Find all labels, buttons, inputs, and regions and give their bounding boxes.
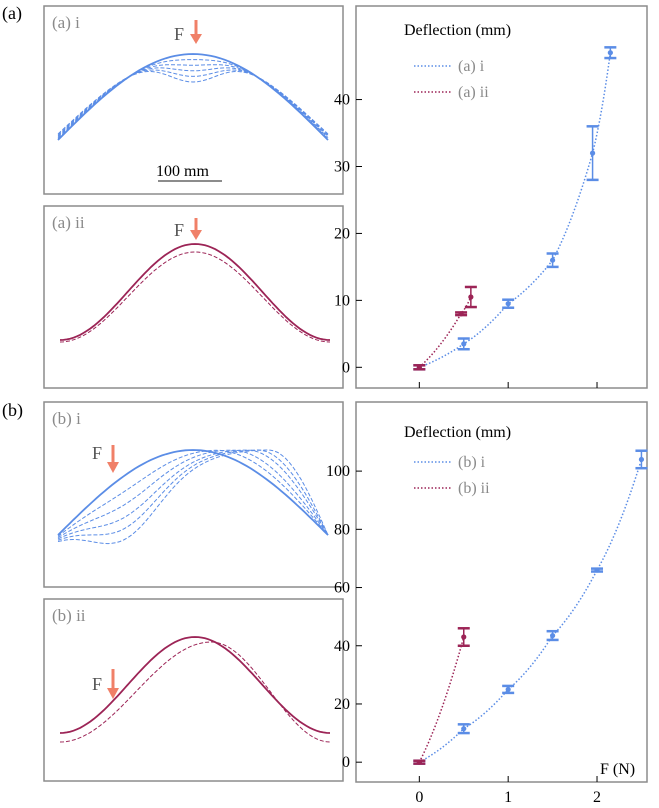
force-label-b-i: F [92, 443, 102, 463]
y-tick-label: 100 [326, 463, 350, 480]
data-point [607, 50, 613, 56]
y-tick-label: 20 [334, 696, 350, 713]
y-tick-label: 20 [334, 225, 350, 242]
beam-shapes-a-ii [59, 243, 331, 343]
chart-frame [355, 5, 648, 389]
beam-shape-curve [59, 636, 331, 734]
y-tick-labels: 0 10 20 30 40 [334, 92, 598, 388]
beam-shape-curve [57, 449, 329, 540]
force-arrow-icon [107, 669, 119, 699]
chart-frame [355, 401, 648, 783]
inset-frame [43, 205, 344, 389]
beam-shape-curve [57, 449, 329, 545]
data-point [594, 567, 600, 573]
y-tick-label: 40 [334, 638, 350, 655]
y-axis-title: Deflection (mm) [404, 424, 511, 441]
inset-a-ii: (a) ii F [43, 205, 344, 389]
beam-shape-curve [59, 641, 331, 743]
beam-shape-curve [57, 449, 329, 541]
force-label-b-ii: F [92, 674, 102, 694]
beam-shape-curve [57, 449, 329, 539]
data-point [461, 726, 467, 732]
inset-label-b-ii: (b) ii [52, 606, 86, 625]
y-tick-label: 10 [334, 292, 350, 309]
inset-b-ii: (b) ii F [43, 598, 344, 782]
data-point [549, 632, 556, 639]
beam-shapes-a-i [57, 53, 329, 141]
data-point [461, 341, 467, 347]
series-line [418, 636, 465, 763]
data-point [416, 759, 422, 765]
legend: (b) i (b) ii [414, 454, 490, 497]
panel-label-b: (b) [2, 400, 23, 421]
force-arrow-icon [190, 218, 202, 240]
series-line [418, 296, 472, 368]
data-point [458, 311, 464, 317]
inset-label-a-ii: (a) ii [52, 213, 85, 232]
y-tick-label: 0 [342, 754, 350, 771]
x-tick-label: 2 [593, 789, 601, 806]
data-point [461, 634, 467, 640]
x-tick-label: 0 [415, 789, 423, 806]
tick-labels: 0 20 40 60 80 100 0 1 2 [326, 463, 601, 806]
legend-entry: (a) ii [458, 84, 489, 101]
data-series [413, 449, 648, 765]
y-axis-title: Deflection (mm) [404, 22, 511, 39]
deflection-chart-a: Deflection (mm) 0 10 20 30 40 (a) i (a) ii [334, 5, 648, 389]
y-tick-label: 60 [334, 580, 350, 597]
inset-b-i: (b) i F [43, 401, 344, 588]
x-tick-label: 1 [504, 789, 512, 806]
inset-label-a-i: (a) i [52, 13, 80, 32]
force-label-a-i: F [174, 24, 184, 44]
inset-frame [43, 401, 344, 588]
x-axis-title: F (N) [600, 761, 635, 778]
y-tick-label: 40 [334, 92, 350, 109]
beam-shape-curve [57, 449, 329, 537]
data-point [589, 150, 596, 156]
inset-a-i: (a) i F 100 mm [43, 5, 344, 195]
deflection-chart-b: Deflection (mm) F (N) 0 20 40 60 80 100 0 1 2 (b… [326, 401, 648, 806]
data-point [505, 301, 511, 307]
scale-bar-label: 100 mm [156, 163, 209, 180]
data-series [413, 46, 617, 371]
beam-shape-curve [57, 70, 329, 135]
data-point [549, 257, 556, 263]
legend-entry: (b) i [458, 454, 486, 471]
beam-shape-curve [59, 251, 331, 343]
data-point [416, 364, 422, 370]
inset-frame [43, 598, 344, 782]
beam-shape-curve [57, 449, 329, 536]
y-tick-label: 30 [334, 158, 350, 175]
beam-shapes-b-i [57, 449, 329, 545]
data-point [468, 294, 474, 300]
legend-entry: (b) ii [458, 480, 490, 497]
data-point [638, 456, 645, 463]
panel-label-a: (a) [2, 3, 22, 24]
force-arrow-icon [107, 445, 119, 473]
force-label-a-ii: F [174, 220, 184, 240]
data-point [505, 686, 511, 693]
force-arrow-icon [190, 20, 202, 44]
y-tick-label: 80 [334, 521, 350, 538]
legend-entry: (a) i [458, 58, 485, 75]
beam-shape-curve [59, 243, 331, 341]
inset-label-b-i: (b) i [52, 409, 81, 428]
y-tick-label: 0 [342, 359, 350, 376]
legend: (a) i (a) ii [414, 58, 489, 101]
beam-shapes-b-ii [59, 636, 331, 743]
